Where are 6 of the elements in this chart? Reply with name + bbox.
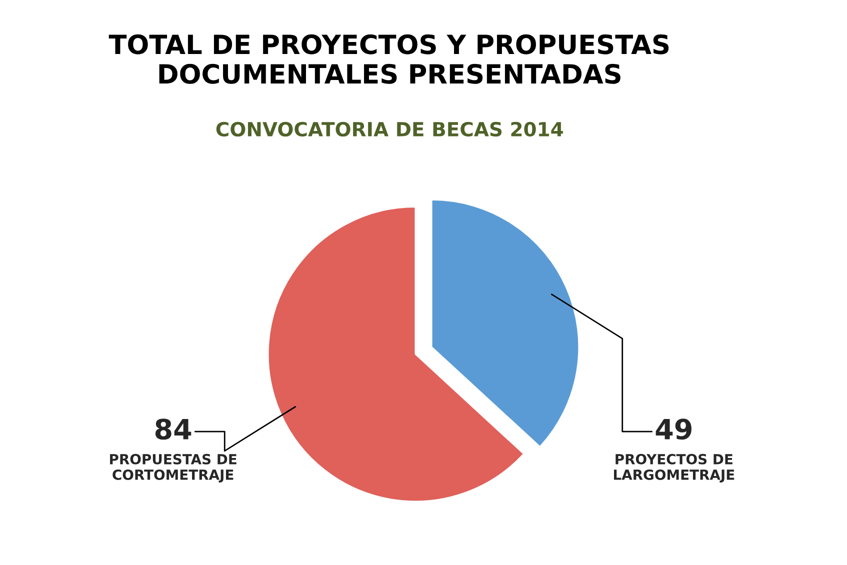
chart-subtitle: CONVOCATORIA DE BECAS 2014 — [216, 122, 563, 137]
data-label: 84 — [155, 418, 192, 440]
slice-label: PROYECTOS DE LARGOMETRAJE — [614, 454, 734, 483]
data-label: 49 — [656, 418, 692, 440]
chart-title: TOTAL DE PROYECTOS Y PROPUESTAS DOCUMENTALES PRESENTADAS — [108, 34, 669, 84]
slice-label: PROPUESTAS DE CORTOMETRAJE — [110, 454, 236, 483]
